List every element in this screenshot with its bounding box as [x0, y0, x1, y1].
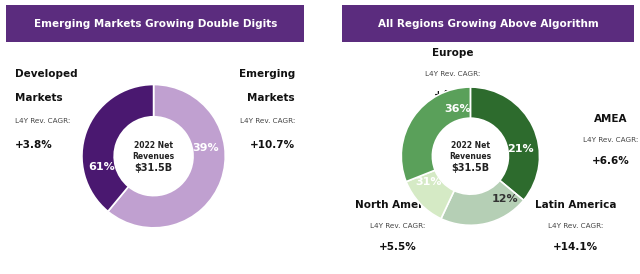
Bar: [6, 5, 304, 42]
Text: All Regions Growing Above Algorithm: All Regions Growing Above Algorithm: [378, 19, 598, 29]
Text: Markets: Markets: [15, 93, 63, 102]
Text: +5.5%: +5.5%: [379, 242, 417, 252]
Text: +10.7%: +10.7%: [250, 140, 295, 150]
Text: Emerging: Emerging: [239, 69, 295, 79]
Text: AMEA: AMEA: [593, 114, 627, 124]
Wedge shape: [108, 84, 225, 228]
Text: 61%: 61%: [88, 162, 115, 172]
Text: L4Y Rev. CAGR:: L4Y Rev. CAGR:: [15, 118, 70, 124]
Wedge shape: [406, 170, 454, 219]
Text: Revenues: Revenues: [449, 152, 492, 161]
Text: Revenues: Revenues: [132, 152, 175, 161]
Text: Emerging Markets Growing Double Digits: Emerging Markets Growing Double Digits: [33, 19, 277, 29]
Text: L4Y Rev. CAGR:: L4Y Rev. CAGR:: [582, 137, 638, 143]
Text: +3.8%: +3.8%: [15, 140, 53, 150]
Text: 12%: 12%: [492, 194, 518, 204]
Text: 36%: 36%: [445, 104, 471, 114]
Wedge shape: [470, 87, 540, 200]
Text: +14.1%: +14.1%: [553, 242, 598, 252]
Text: 21%: 21%: [507, 144, 534, 154]
Text: L4Y Rev. CAGR:: L4Y Rev. CAGR:: [426, 71, 481, 77]
Wedge shape: [401, 87, 470, 182]
Text: North America: North America: [355, 200, 440, 210]
Text: 2022 Net: 2022 Net: [451, 141, 490, 150]
Text: +4.6%: +4.6%: [434, 90, 472, 100]
Text: Latin America: Latin America: [534, 200, 616, 210]
Text: L4Y Rev. CAGR:: L4Y Rev. CAGR:: [370, 223, 426, 229]
Text: L4Y Rev. CAGR:: L4Y Rev. CAGR:: [240, 118, 295, 124]
Wedge shape: [441, 180, 524, 225]
Text: $31.5B: $31.5B: [134, 163, 173, 173]
Circle shape: [433, 118, 508, 194]
Text: Markets: Markets: [248, 93, 295, 102]
Text: 31%: 31%: [415, 178, 442, 187]
Bar: [342, 5, 634, 42]
Text: 2022 Net: 2022 Net: [134, 141, 173, 150]
Text: Developed: Developed: [15, 69, 78, 79]
Wedge shape: [82, 84, 154, 212]
Text: 39%: 39%: [192, 142, 218, 153]
Text: +6.6%: +6.6%: [591, 156, 629, 166]
Text: Europe: Europe: [432, 48, 474, 58]
Text: $31.5B: $31.5B: [451, 163, 490, 173]
Circle shape: [114, 117, 193, 196]
Text: L4Y Rev. CAGR:: L4Y Rev. CAGR:: [548, 223, 603, 229]
